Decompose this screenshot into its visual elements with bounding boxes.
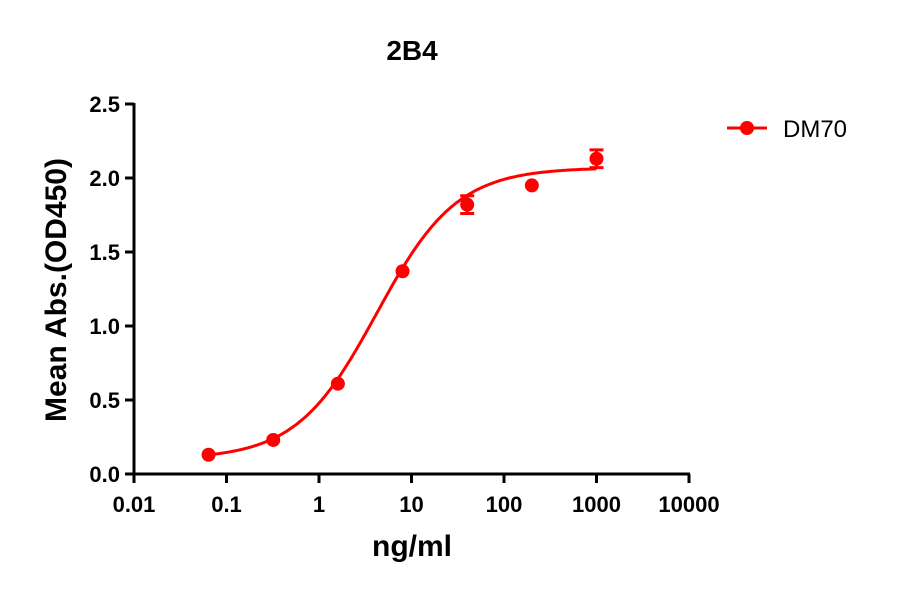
y-tick-label: 2.5 xyxy=(89,92,120,117)
fit-curve-dm70 xyxy=(208,167,597,457)
data-point xyxy=(395,264,410,279)
chart-title: 2B4 xyxy=(386,35,438,66)
legend-label-dm70: DM70 xyxy=(783,116,847,143)
data-point xyxy=(201,447,216,462)
y-tick-label: 0.5 xyxy=(89,388,120,413)
plot-area xyxy=(201,148,604,462)
legend-marker-icon xyxy=(740,121,754,135)
x-tick-label: 10 xyxy=(399,492,423,517)
x-tick-label: 1 xyxy=(313,492,325,517)
data-point xyxy=(589,151,604,166)
data-point xyxy=(524,178,539,193)
x-tick-label: 100 xyxy=(486,492,523,517)
y-axis: 0.0 0.5 1.0 1.5 2.0 2.5 xyxy=(89,92,136,487)
y-tick-label: 2.0 xyxy=(89,166,120,191)
x-tick-label: 10000 xyxy=(658,492,719,517)
data-point xyxy=(460,197,475,212)
legend: DM70 xyxy=(727,116,847,143)
y-tick-label: 0.0 xyxy=(89,462,120,487)
data-points xyxy=(201,151,604,462)
y-tick-label: 1.5 xyxy=(89,240,120,265)
data-point xyxy=(330,376,345,391)
x-tick-label: 0.01 xyxy=(113,492,156,517)
x-tick-label: 0.1 xyxy=(211,492,242,517)
x-tick-label: 1000 xyxy=(572,492,621,517)
y-axis-title: Mean Abs.(OD450) xyxy=(40,158,73,422)
y-tick-label: 1.0 xyxy=(89,314,120,339)
x-axis-title: ng/ml xyxy=(372,530,452,563)
x-axis: 0.01 0.1 1 10 100 1000 10000 xyxy=(113,472,720,517)
data-point xyxy=(266,432,281,447)
